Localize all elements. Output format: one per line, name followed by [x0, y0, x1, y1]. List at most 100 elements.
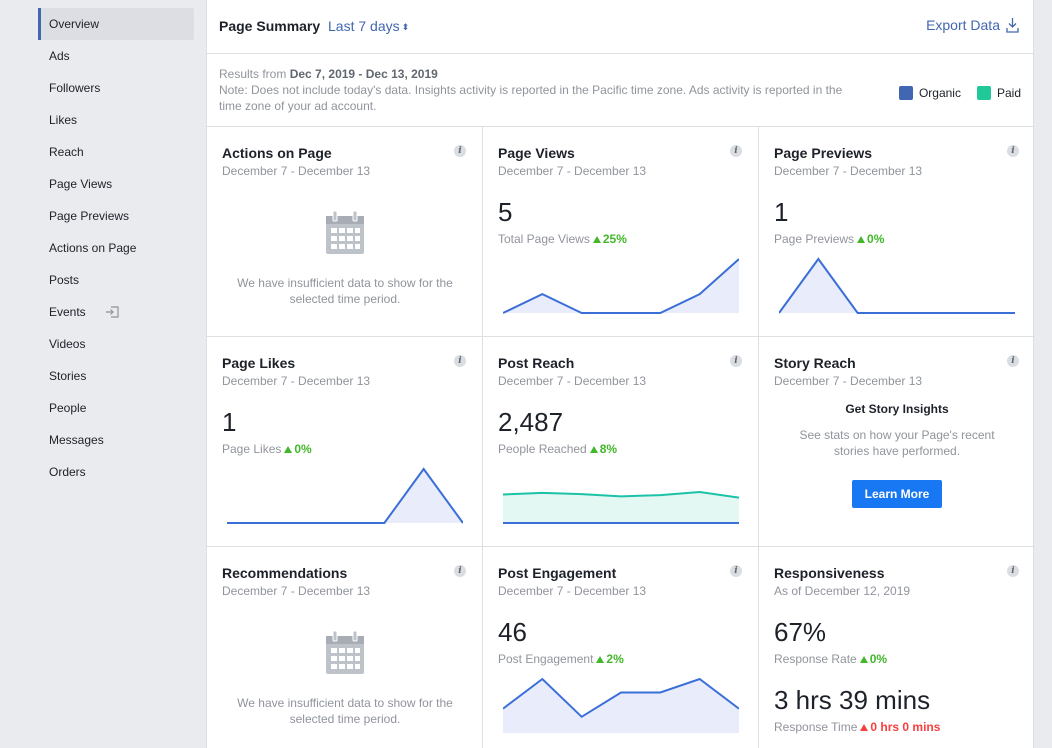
- card-page-likes[interactable]: Page Likes December 7 - December 13 i 1 …: [207, 337, 483, 547]
- sidebar-item-posts[interactable]: Posts: [38, 264, 194, 296]
- results-prefix: Results from: [219, 67, 287, 81]
- delta-value: 0%: [867, 232, 885, 246]
- card-responsiveness[interactable]: Responsiveness As of December 12, 2019 i…: [759, 547, 1035, 748]
- card-date-range: December 7 - December 13: [222, 164, 371, 178]
- up-arrow-icon: [859, 656, 868, 663]
- card-recommendations[interactable]: Recommendations December 7 - December 13…: [207, 547, 483, 748]
- metric-label: People Reached: [498, 442, 587, 456]
- sidebar-item-people[interactable]: People: [38, 392, 194, 424]
- card-date-range: December 7 - December 13: [222, 374, 371, 388]
- sidebar-item-stories[interactable]: Stories: [38, 360, 194, 392]
- info-icon[interactable]: i: [730, 565, 742, 577]
- metric-label: Page Likes: [222, 442, 282, 456]
- card-title: Page Previews: [774, 145, 873, 161]
- card-title: Recommendations: [222, 565, 348, 581]
- sidebar-item-page-previews[interactable]: Page Previews: [38, 200, 194, 232]
- legend-swatch-organic: [898, 86, 913, 100]
- sidebar-item-label: Stories: [49, 369, 87, 383]
- page-title: Page Summary: [219, 18, 321, 34]
- card-title: Post Engagement: [498, 565, 617, 581]
- up-arrow-icon: [592, 236, 601, 243]
- info-icon[interactable]: i: [1007, 355, 1019, 367]
- delta-badge: 0 hrs 0 mins: [860, 720, 940, 734]
- card-story-reach[interactable]: Story Reach December 7 - December 13 i G…: [759, 337, 1035, 547]
- sidebar-item-orders[interactable]: Orders: [38, 456, 194, 488]
- metric-label: Response Rate: [774, 652, 857, 666]
- card-page-views[interactable]: Page Views December 7 - December 13 i 5 …: [483, 127, 759, 337]
- results-note: Note: Does not include today's data. Ins…: [219, 83, 843, 113]
- card-date-range: December 7 - December 13: [498, 164, 647, 178]
- info-icon[interactable]: i: [454, 565, 466, 577]
- external-link-icon: [106, 306, 119, 318]
- story-insights-text: See stats on how your Page's recent stor…: [799, 428, 995, 458]
- delta-value: 0%: [869, 652, 888, 666]
- export-data-label: Export Data: [926, 17, 1000, 33]
- sidebar-item-events[interactable]: Events: [38, 296, 194, 328]
- sidebar-item-page-views[interactable]: Page Views: [38, 168, 194, 200]
- legend-label: Paid: [996, 86, 1021, 100]
- sidebar-item-label: Ads: [49, 49, 70, 63]
- paid-area: [503, 492, 739, 523]
- sidebar-item-likes[interactable]: Likes: [38, 104, 194, 136]
- sidebar-item-label: Actions on Page: [49, 241, 137, 255]
- card-date-range: December 7 - December 13: [774, 164, 923, 178]
- card-date-range: December 7 - December 13: [774, 374, 923, 388]
- empty-state-text: We have insufficient data to show for th…: [237, 696, 453, 726]
- metric-label: Post Engagement: [498, 652, 594, 666]
- metric-label-row: Page Likes 0%: [222, 442, 312, 456]
- info-icon[interactable]: i: [1007, 145, 1019, 157]
- info-icon[interactable]: i: [730, 145, 742, 157]
- calendar-icon: [326, 210, 364, 254]
- sparkline-chart: [503, 257, 739, 317]
- download-icon: [1006, 18, 1019, 33]
- export-data-button[interactable]: Export Data: [926, 17, 1019, 33]
- sidebar-item-ads[interactable]: Ads: [38, 40, 194, 72]
- delta-badge: 0%: [859, 652, 888, 666]
- up-arrow-icon: [857, 236, 866, 243]
- sidebar-item-followers[interactable]: Followers: [38, 72, 194, 104]
- card-title: Story Reach: [774, 355, 856, 371]
- delta-value: 8%: [599, 442, 618, 456]
- card-title: Actions on Page: [222, 145, 332, 161]
- sidebar-item-label: Orders: [49, 465, 86, 479]
- sidebar-item-reach[interactable]: Reach: [38, 136, 194, 168]
- info-icon[interactable]: i: [730, 355, 742, 367]
- delta-value: 2%: [606, 652, 624, 666]
- delta-value: 25%: [602, 232, 627, 246]
- sidebar-item-label: Followers: [49, 81, 101, 95]
- sidebar-item-label: Page Previews: [49, 209, 130, 223]
- delta-value: 0%: [294, 442, 312, 456]
- card-date-range: December 7 - December 13: [498, 584, 647, 598]
- story-insights-heading: Get Story Insights: [845, 402, 949, 416]
- stacked-area-chart: [503, 467, 739, 527]
- learn-more-button[interactable]: Learn More: [852, 480, 942, 508]
- sidebar-item-overview[interactable]: Overview: [38, 8, 194, 40]
- card-post-reach[interactable]: Post Reach December 7 - December 13 i 2,…: [483, 337, 759, 547]
- sparkline-line: [227, 469, 463, 523]
- card-date-range: As of December 12, 2019: [774, 584, 911, 598]
- sort-arrows-icon: ⬍: [401, 22, 410, 32]
- card-actions-on-page[interactable]: Actions on Page December 7 - December 13…: [207, 127, 483, 337]
- sidebar-item-videos[interactable]: Videos: [38, 328, 194, 360]
- card-title: Responsiveness: [774, 565, 885, 581]
- sidebar-item-actions-on-page[interactable]: Actions on Page: [38, 232, 194, 264]
- up-arrow-icon: [589, 446, 598, 453]
- card-page-previews[interactable]: Page Previews December 7 - December 13 i…: [759, 127, 1035, 337]
- up-arrow-icon: [860, 724, 869, 731]
- response-time-row: Response Time 0 hrs 0 mins: [774, 720, 940, 734]
- summary-grid: Actions on Page December 7 - December 13…: [207, 127, 1035, 748]
- legend-paid: Paid: [976, 85, 1021, 101]
- legend-label: Organic: [918, 86, 961, 100]
- info-icon[interactable]: i: [454, 355, 466, 367]
- card-post-engagement[interactable]: Post Engagement December 7 - December 13…: [483, 547, 759, 748]
- delta-value: 0 hrs 0 mins: [870, 720, 941, 734]
- sidebar-item-messages[interactable]: Messages: [38, 424, 194, 456]
- sidebar-nav: Overview Ads Followers Likes Reach Page …: [38, 8, 194, 488]
- sidebar-item-label: Reach: [49, 145, 84, 159]
- info-icon[interactable]: i: [454, 145, 466, 157]
- metric-label-row: Post Engagement 2%: [498, 652, 624, 666]
- paid-line: [503, 492, 739, 498]
- card-date-range: December 7 - December 13: [222, 584, 371, 598]
- date-range-selector[interactable]: Last 7 days ⬍: [328, 18, 409, 34]
- info-icon[interactable]: i: [1007, 565, 1019, 577]
